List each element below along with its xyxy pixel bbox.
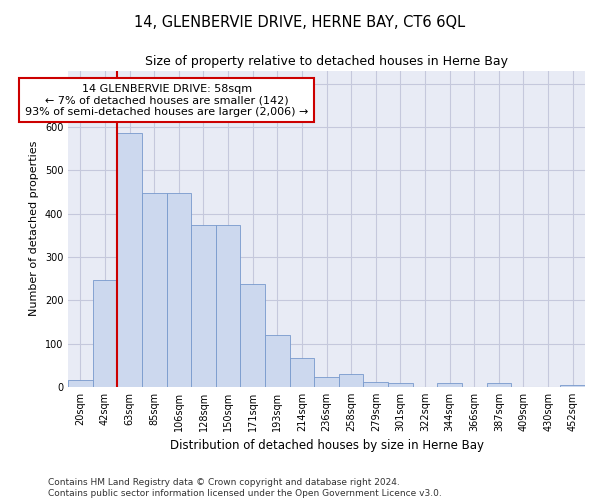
Bar: [314, 378, 339, 387]
Bar: [216, 226, 241, 387]
Bar: [118, 134, 142, 387]
Bar: [167, 193, 191, 387]
Bar: [388, 382, 413, 387]
Bar: [265, 335, 290, 387]
Bar: [487, 384, 511, 387]
Text: 14 GLENBERVIE DRIVE: 58sqm
← 7% of detached houses are smaller (142)
93% of semi: 14 GLENBERVIE DRIVE: 58sqm ← 7% of detac…: [25, 84, 308, 117]
Bar: [191, 226, 216, 387]
Bar: [142, 193, 167, 387]
Text: 14, GLENBERVIE DRIVE, HERNE BAY, CT6 6QL: 14, GLENBERVIE DRIVE, HERNE BAY, CT6 6QL: [134, 15, 466, 30]
Bar: [560, 385, 585, 387]
Text: Contains HM Land Registry data © Crown copyright and database right 2024.
Contai: Contains HM Land Registry data © Crown c…: [48, 478, 442, 498]
Bar: [364, 382, 388, 387]
Bar: [437, 384, 462, 387]
Y-axis label: Number of detached properties: Number of detached properties: [29, 141, 39, 316]
Bar: [93, 280, 118, 387]
Title: Size of property relative to detached houses in Herne Bay: Size of property relative to detached ho…: [145, 55, 508, 68]
Bar: [68, 380, 93, 387]
X-axis label: Distribution of detached houses by size in Herne Bay: Distribution of detached houses by size …: [170, 440, 484, 452]
Bar: [241, 284, 265, 387]
Bar: [290, 358, 314, 387]
Bar: [339, 374, 364, 387]
